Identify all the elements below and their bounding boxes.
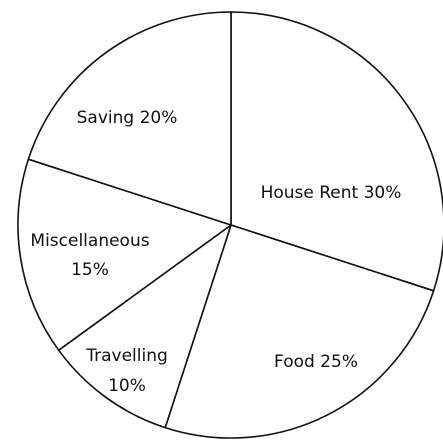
pie-slice-food [164, 224, 435, 439]
slice-label-house-rent: House Rent 30% [261, 183, 402, 203]
slice-value-miscellaneous: 15% [71, 260, 109, 280]
slice-label-travelling: Travelling [85, 346, 168, 366]
pie-labels: House Rent 30% Food 25% Travelling 10% M… [30, 108, 401, 396]
slice-label-food: Food 25% [274, 352, 358, 372]
pie-slice-saving [27, 11, 232, 226]
slice-label-saving: Saving 20% [77, 108, 178, 128]
pie-slice-miscellaneous [17, 158, 232, 351]
pie-slice-house-rent [230, 11, 443, 292]
slice-label-miscellaneous: Miscellaneous [30, 231, 149, 251]
slice-value-travelling: 10% [108, 376, 146, 396]
pie-slice-travelling [57, 224, 232, 429]
pie-slices [17, 11, 443, 439]
